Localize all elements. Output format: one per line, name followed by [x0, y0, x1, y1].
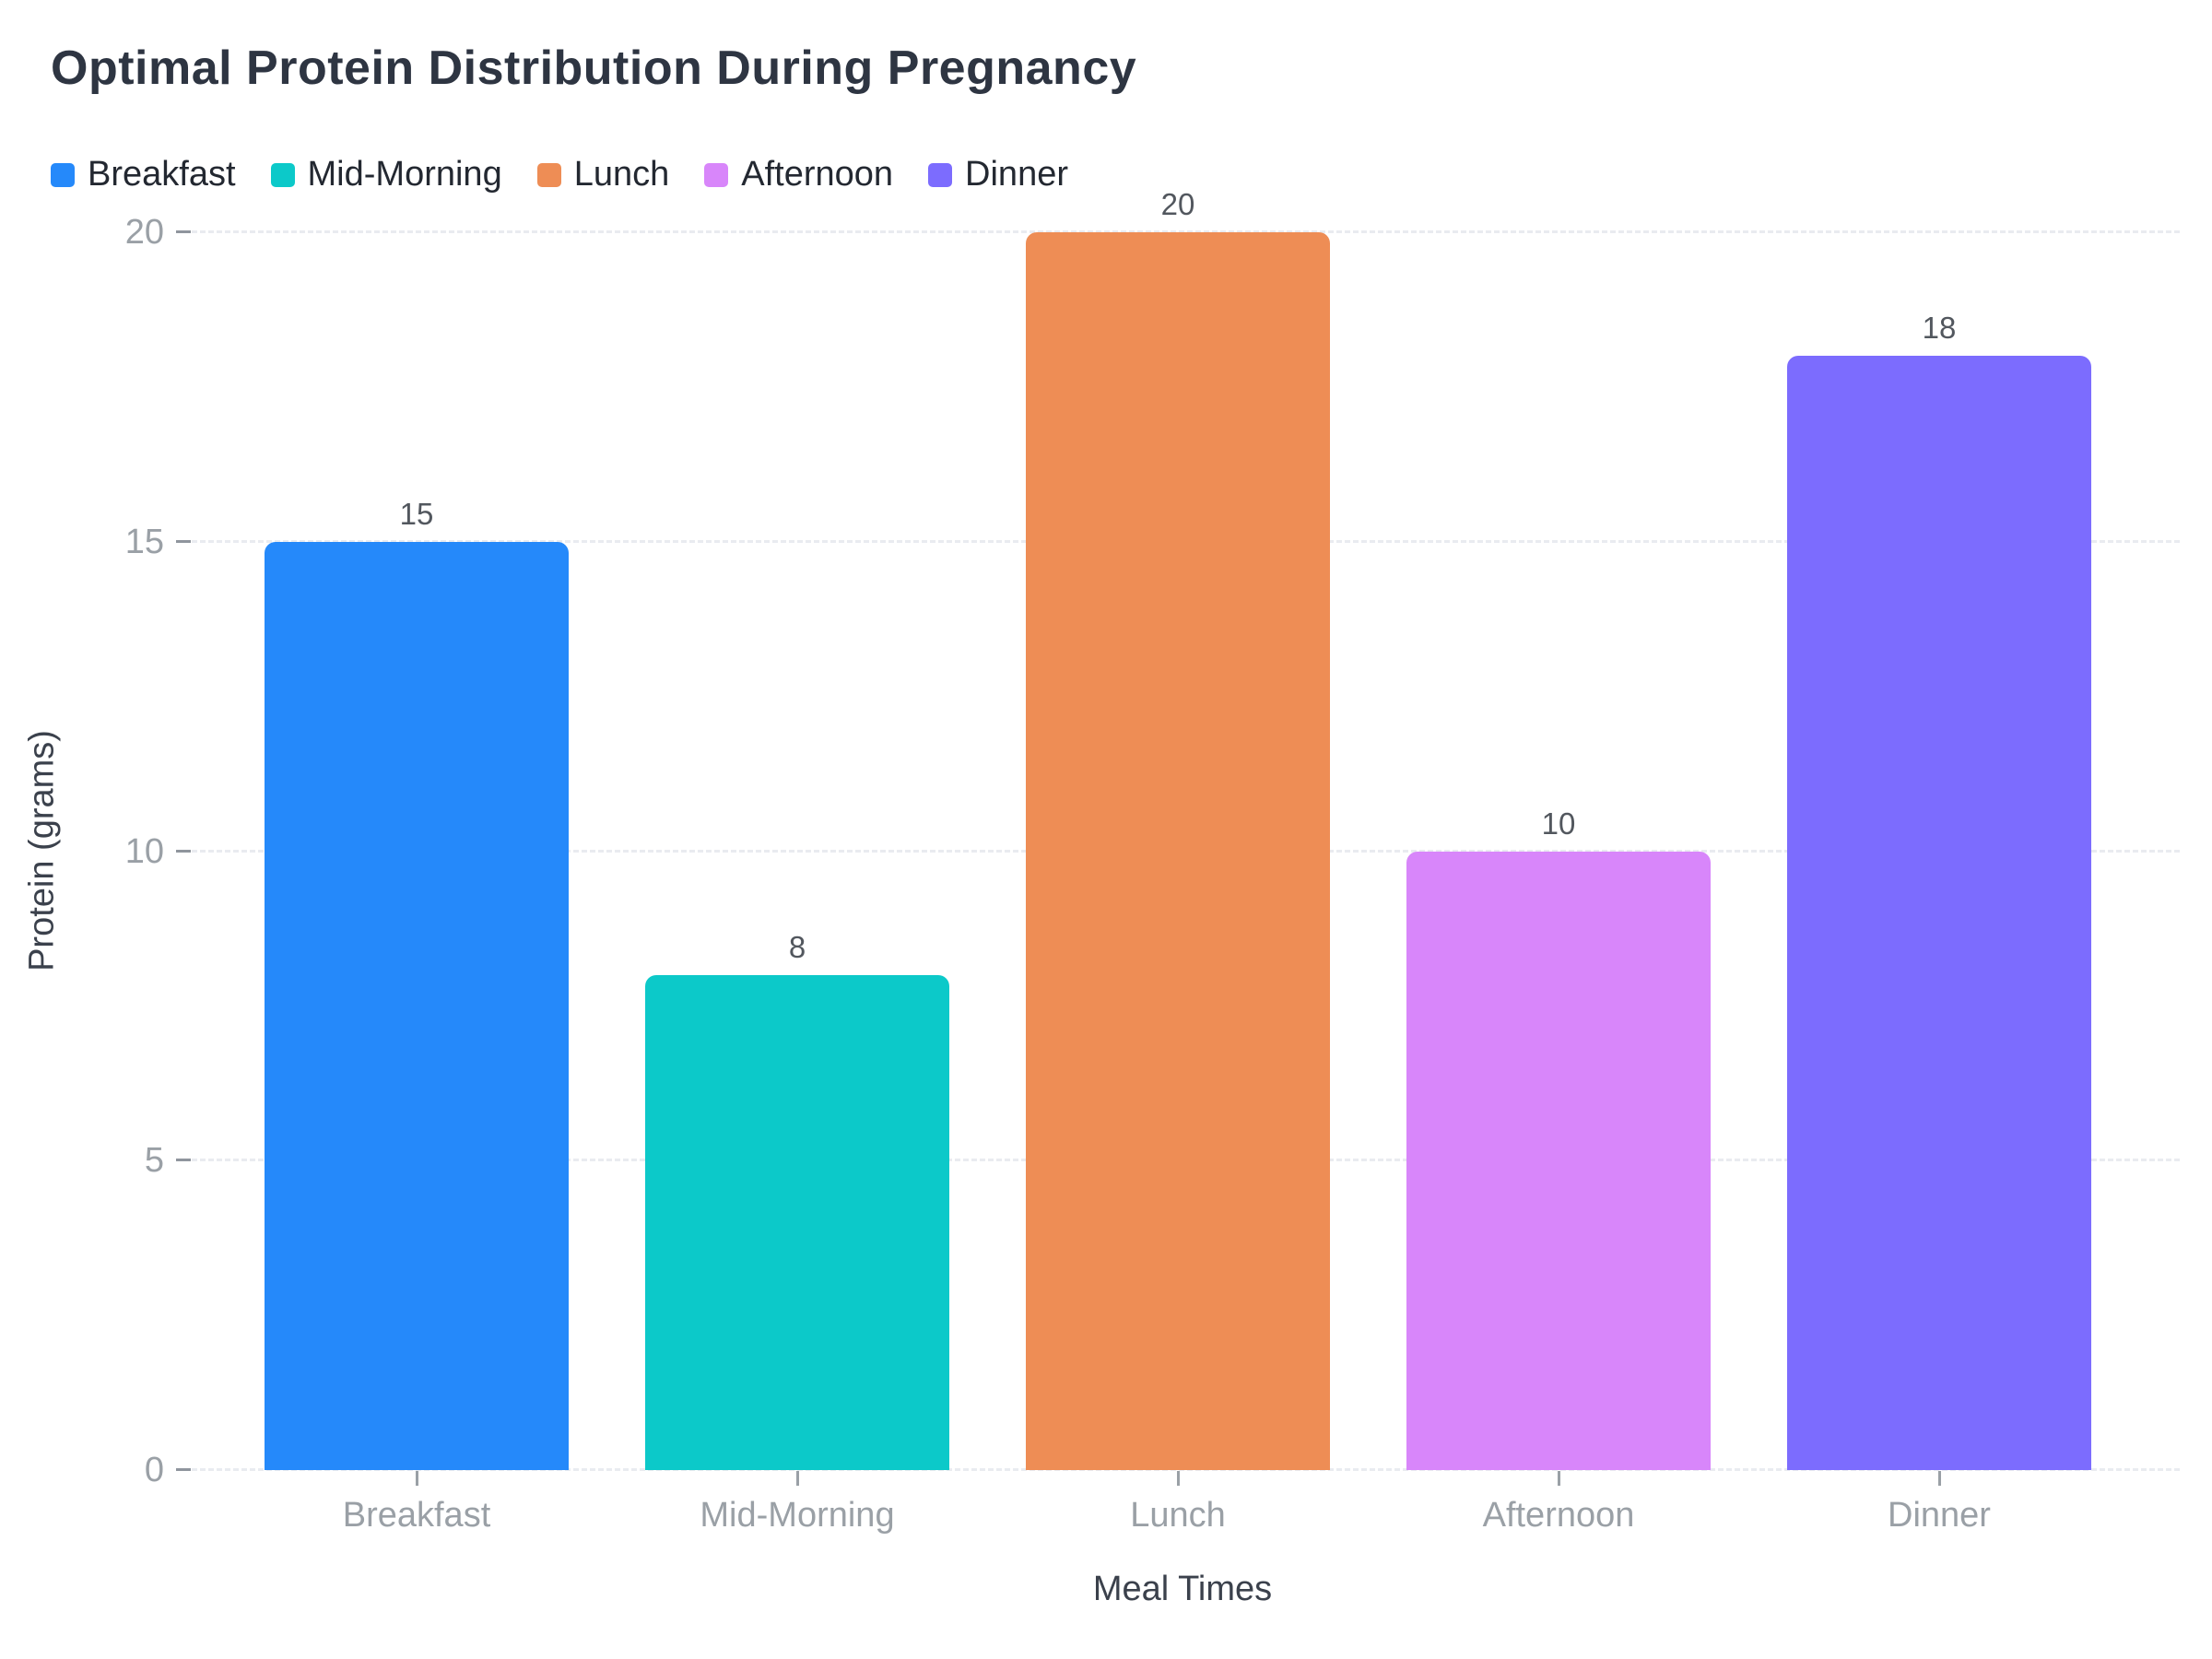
- legend-label: Mid-Morning: [307, 155, 502, 194]
- bar-value-label: 8: [788, 929, 806, 964]
- bar-lunch[interactable]: [1026, 232, 1330, 1470]
- legend-label: Lunch: [573, 155, 670, 194]
- y-tick-label: 0: [144, 1451, 164, 1489]
- x-axis-tick: [1938, 1471, 1941, 1486]
- x-tick-label: Dinner: [1888, 1496, 1991, 1535]
- y-axis-tick: [176, 1468, 191, 1471]
- legend-item-afternoon[interactable]: Afternoon: [704, 155, 893, 194]
- y-axis-tick: [176, 849, 191, 853]
- x-tick-label: Mid-Morning: [700, 1496, 895, 1535]
- y-tick-label: 10: [124, 831, 164, 871]
- legend-swatch-icon: [536, 162, 561, 187]
- legend-label: Afternoon: [741, 155, 894, 194]
- legend-label: Breakfast: [88, 155, 236, 194]
- y-axis-tick: [176, 230, 191, 233]
- y-tick-label: 20: [124, 213, 164, 252]
- bar-breakfast[interactable]: [265, 541, 569, 1470]
- legend-swatch-icon: [270, 162, 295, 187]
- y-axis-tick: [176, 1159, 191, 1162]
- bar-afternoon[interactable]: [1406, 851, 1711, 1470]
- bar-mid-morning[interactable]: [645, 974, 949, 1470]
- chart-title: Optimal Protein Distribution During Preg…: [51, 41, 1137, 95]
- legend-item-breakfast[interactable]: Breakfast: [51, 155, 236, 194]
- gridline: [192, 230, 2180, 233]
- x-axis-title: Meal Times: [1092, 1570, 1273, 1608]
- legend-item-mid-morning[interactable]: Mid-Morning: [270, 155, 502, 194]
- bar-value-label: 10: [1541, 806, 1576, 841]
- x-tick-label: Lunch: [1130, 1496, 1226, 1535]
- bar-value-label: 15: [399, 496, 434, 531]
- y-tick-label: 5: [144, 1141, 164, 1181]
- legend-item-lunch[interactable]: Lunch: [536, 155, 670, 194]
- x-axis-tick: [1177, 1471, 1180, 1486]
- x-axis-tick: [1558, 1471, 1560, 1486]
- bar-dinner[interactable]: [1787, 356, 2091, 1470]
- y-axis-tick: [176, 539, 191, 543]
- legend-label: Dinner: [965, 155, 1068, 194]
- legend-swatch-icon: [704, 162, 729, 187]
- legend-item-dinner[interactable]: Dinner: [928, 155, 1068, 194]
- x-tick-label: Breakfast: [342, 1496, 491, 1535]
- y-axis-title: Protein (grams): [22, 730, 62, 971]
- x-axis-tick: [796, 1471, 799, 1486]
- x-tick-label: Afternoon: [1482, 1496, 1635, 1535]
- bar-value-label: 18: [1922, 311, 1957, 346]
- legend: Breakfast Mid-Morning Lunch Afternoon Dinner: [51, 155, 1068, 194]
- legend-swatch-icon: [51, 162, 75, 187]
- y-tick-label: 15: [124, 522, 164, 561]
- x-axis-tick: [416, 1471, 418, 1486]
- legend-swatch-icon: [928, 162, 953, 187]
- bar-value-label: 20: [1160, 187, 1195, 221]
